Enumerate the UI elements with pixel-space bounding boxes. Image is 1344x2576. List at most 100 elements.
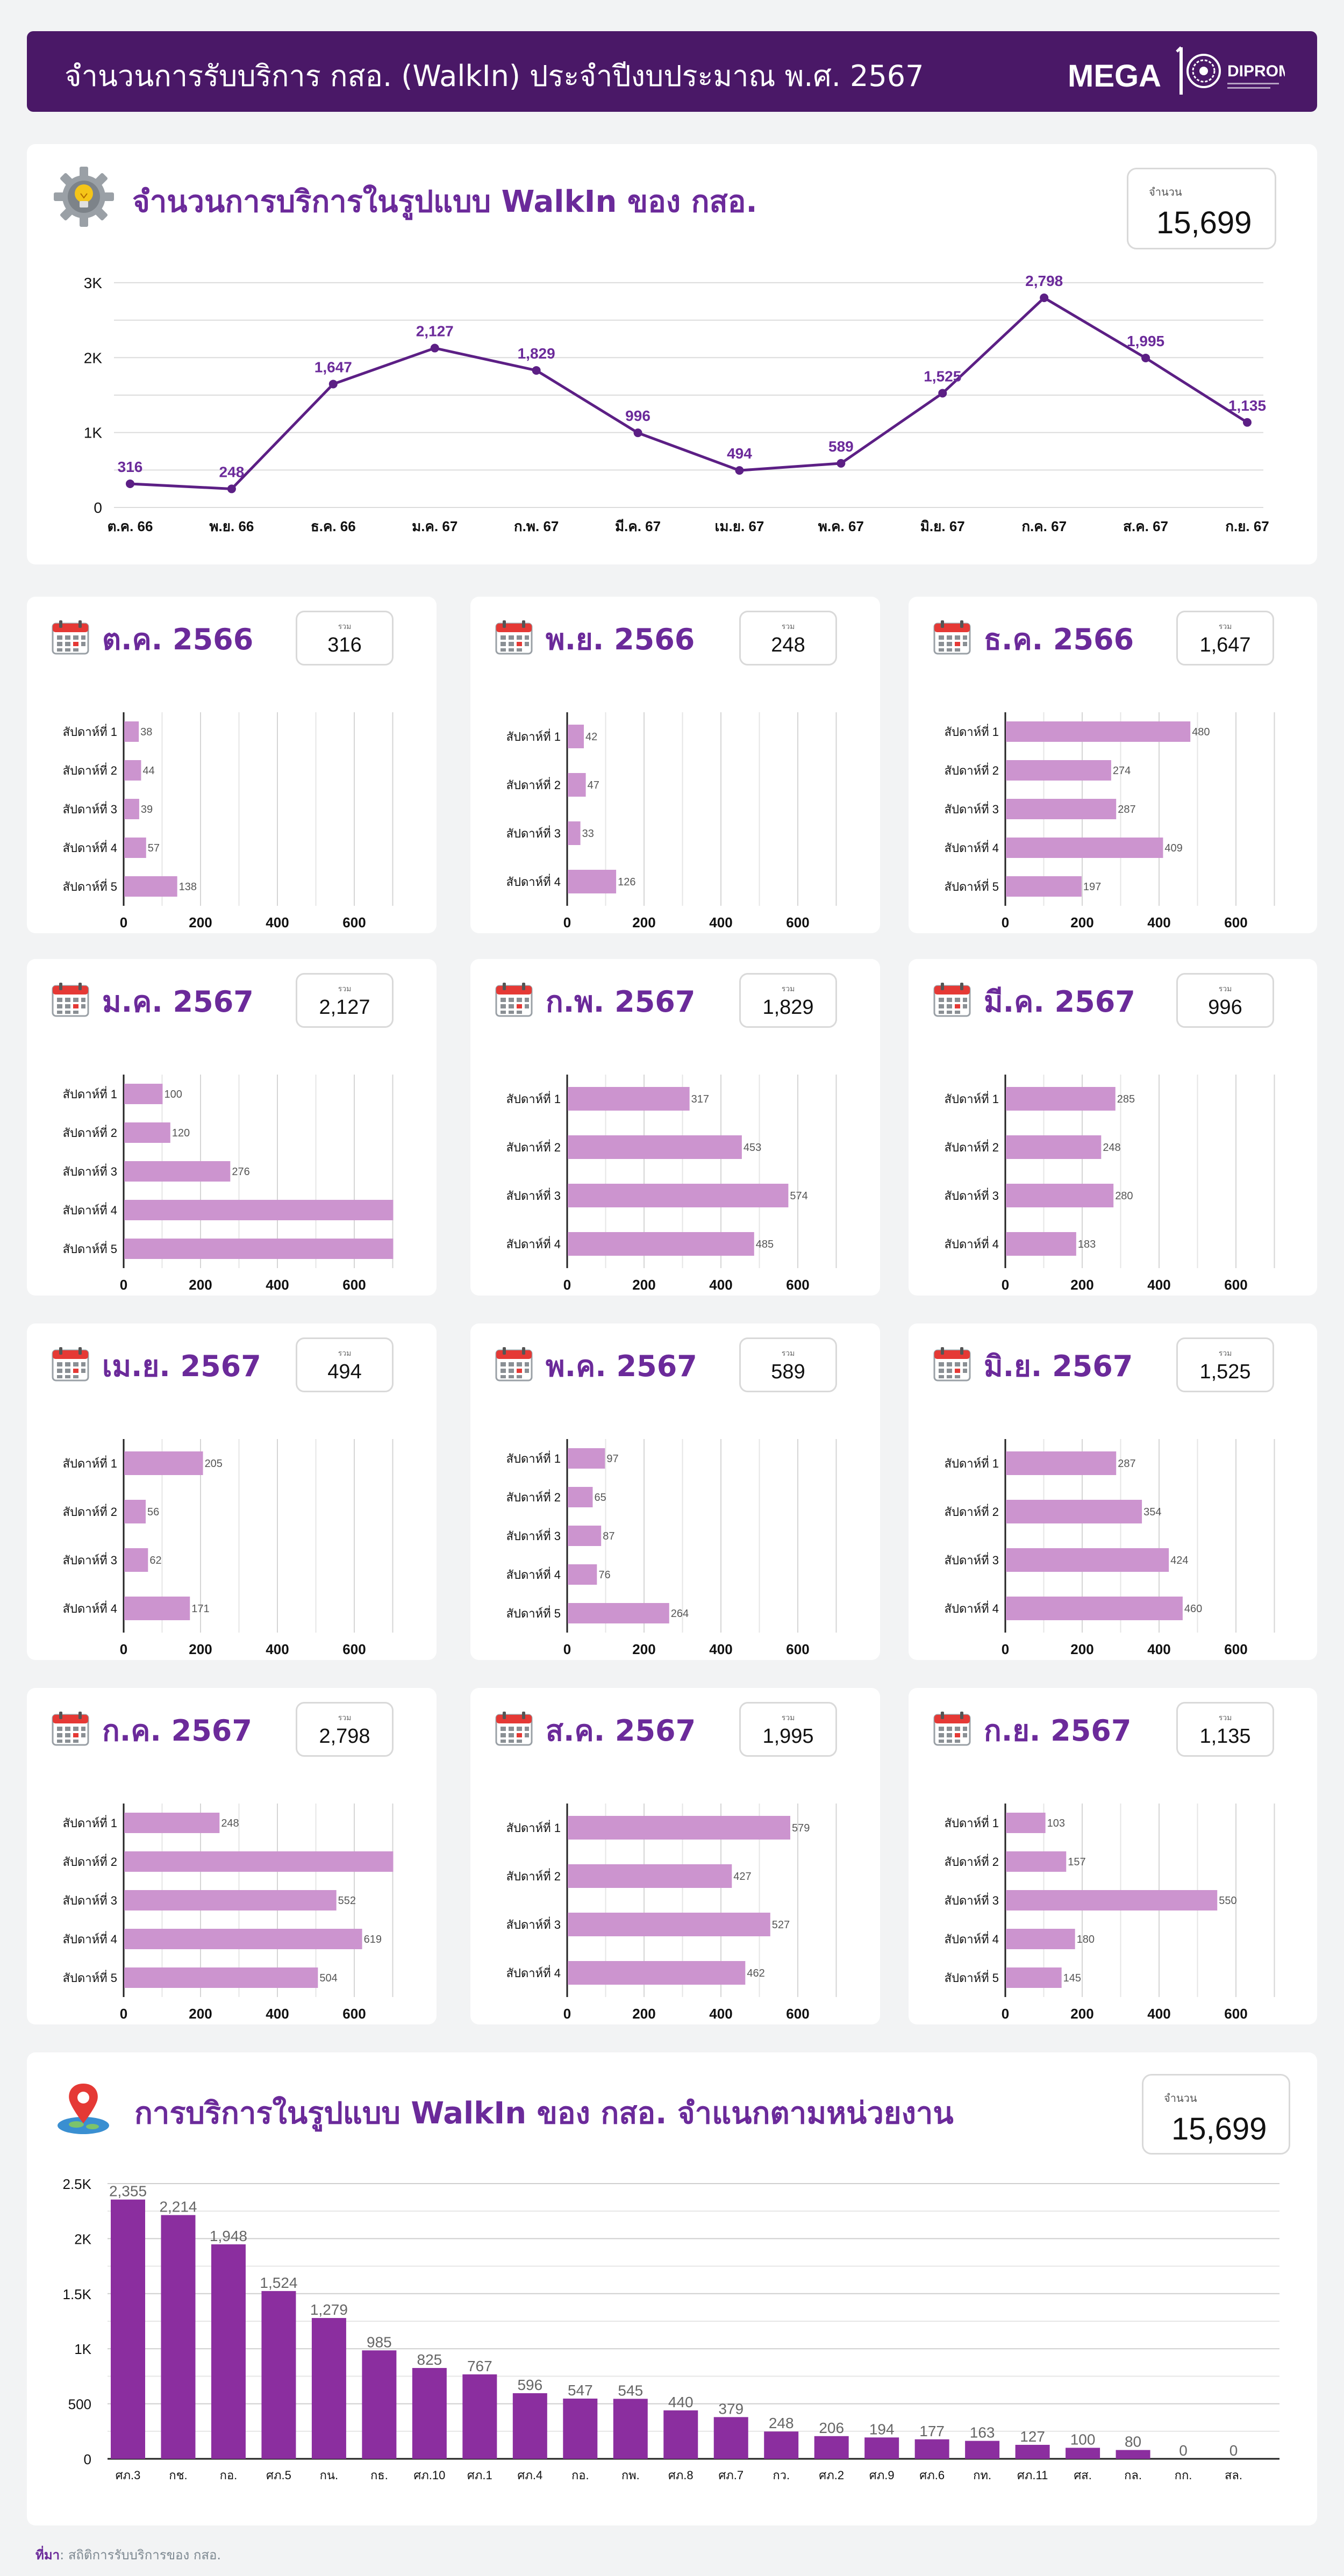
month-total-box: รวม 2,127: [296, 973, 394, 1028]
bar-value-label: 276: [232, 1166, 249, 1178]
y-tick-label: 0: [84, 2451, 91, 2467]
bar-value-label: 248: [1103, 1142, 1120, 1154]
month-total-box: รวม 248: [739, 611, 837, 666]
bar-value-label: 485: [756, 1239, 774, 1250]
month-card: พ.ย. 2566 รวม 248 0 200 400 600 สัปดาห์ที่ 1 42 ส…: [470, 597, 880, 933]
bar-value-label: 97: [606, 1453, 618, 1465]
trend-data-label: 1,647: [314, 359, 352, 375]
month-total-caption: รวม: [1218, 622, 1232, 631]
month-total-box: รวม 589: [739, 1337, 837, 1392]
trend-data-label: 2,127: [416, 323, 454, 340]
x-tick-label: ม.ค. 67: [412, 518, 457, 534]
x-tick-label: 600: [786, 914, 809, 931]
week-bar-chart: 0 200 400 600 สัปดาห์ที่ 1 248 สัปดาห์ที่ 2 สัป…: [63, 1804, 394, 2022]
month-total-caption: รวม: [338, 984, 352, 993]
week-label: สัปดาห์ที่ 3: [945, 801, 999, 816]
bar-data-label: 127: [1020, 2428, 1045, 2445]
x-tick-label: ศภ.5: [266, 2468, 291, 2482]
week-bar-chart: 0 200 400 600 สัปดาห์ที่ 1 103 สัปดาห์ที่ 2 157…: [945, 1804, 1275, 2022]
bar-value-label: 87: [603, 1530, 614, 1542]
bar-data-label: 545: [618, 2382, 643, 2399]
trend-total-caption: จำนวน: [1149, 187, 1182, 198]
x-tick-label: กอ.: [571, 2468, 589, 2482]
bar-data-label: 825: [417, 2351, 442, 2368]
week-label: สัปดาห์ที่ 3: [506, 1916, 561, 1931]
week-bar: [1006, 760, 1111, 781]
bar-data-label: 194: [869, 2421, 895, 2437]
x-tick-label: 600: [786, 2006, 809, 2022]
month-total-caption: รวม: [781, 622, 795, 631]
bar-value-label: 47: [588, 779, 599, 791]
x-tick-label: 400: [1147, 914, 1170, 931]
week-bar: [568, 1184, 789, 1207]
week-bar: [568, 1961, 746, 1985]
bar-value-label: 274: [1113, 765, 1131, 777]
bar-value-label: 42: [585, 731, 597, 743]
week-label: สัปดาห์ที่ 4: [506, 1566, 561, 1582]
month-title: มี.ค. 2567: [984, 985, 1135, 1019]
bar-value-label: 317: [691, 1093, 709, 1105]
x-tick-label: 600: [786, 1641, 809, 1657]
month-total-box: รวม 1,135: [1176, 1702, 1274, 1757]
bar-value-label: 100: [165, 1089, 182, 1100]
week-bar: [1006, 1184, 1114, 1207]
x-tick-label: กธ.: [370, 2468, 388, 2482]
x-tick-label: 200: [632, 914, 655, 931]
week-bar: [568, 870, 617, 893]
trend-data-label: 248: [219, 463, 245, 480]
x-tick-label: ศส.: [1074, 2468, 1092, 2482]
week-bar: [124, 760, 141, 781]
y-tick-label: 0: [94, 499, 102, 516]
trend-title: จำนวนการบริการในรูปแบบ WalkIn ของ กสอ.: [132, 184, 757, 219]
trend-point: [938, 389, 947, 398]
month-card: มิ.ย. 2567 รวม 1,525 0 200 400 600 สัปดาห์ที่ 1…: [909, 1323, 1317, 1660]
x-tick-label: 200: [189, 2006, 212, 2022]
calendar-icon: [495, 983, 533, 1017]
week-label: สัปดาห์ที่ 2: [63, 1504, 117, 1519]
y-tick-label: 2K: [74, 2231, 91, 2247]
week-label: สัปดาห์ที่ 2: [506, 1868, 561, 1883]
week-label: สัปดาห์ที่ 4: [945, 840, 999, 855]
week-label: สัปดาห์ที่ 3: [945, 1187, 999, 1203]
x-tick-label: ศภ.11: [1017, 2468, 1048, 2482]
calendar-icon: [933, 620, 971, 655]
week-bar-chart: 0 200 400 600 สัปดาห์ที่ 1 100 สัปดาห์ที่ 2 120…: [63, 1075, 394, 1293]
gear-bulb-icon: [54, 167, 114, 227]
month-card: ก.พ. 2567 รวม 1,829 0 200 400 600 สัปดาห์ที่ 1 3…: [470, 959, 880, 1296]
bar-data-label: 547: [568, 2382, 593, 2399]
y-tick-label: 500: [68, 2396, 91, 2413]
month-total-value: 589: [771, 1361, 805, 1383]
bar-value-label: 56: [147, 1506, 159, 1518]
week-label: สัปดาห์ที่ 4: [63, 1202, 117, 1217]
diprom-logo-icon: DIPROM: [1176, 46, 1285, 95]
bar-value-label: 248: [221, 1817, 239, 1829]
week-bar: [1006, 1851, 1067, 1872]
week-label: สัปดาห์ที่ 5: [63, 1970, 117, 1985]
brand-mega: MEGA: [1068, 59, 1161, 94]
x-tick-label: ศภ.10: [413, 2468, 445, 2482]
bar-value-label: 280: [1115, 1190, 1133, 1202]
x-tick-label: 200: [1070, 1641, 1093, 1657]
unit-bar: [211, 2244, 246, 2459]
week-label: สัปดาห์ที่ 1: [945, 724, 999, 739]
month-title: ก.พ. 2567: [546, 985, 696, 1019]
unit-bar: [914, 2439, 949, 2459]
unit-bar: [512, 2393, 547, 2459]
month-total-value: 2,127: [319, 996, 370, 1019]
bar-value-label: 62: [149, 1555, 161, 1566]
x-tick-label: 400: [709, 2006, 732, 2022]
unit-bar: [412, 2368, 447, 2459]
x-tick-label: 0: [563, 1641, 571, 1657]
month-total-box: รวม 1,995: [739, 1702, 837, 1757]
unit-bar: [311, 2318, 346, 2459]
week-bar-chart: 0 200 400 600 สัปดาห์ที่ 1 287 สัปดาห์ที่ 2 354…: [945, 1439, 1275, 1657]
week-label: สัปดาห์ที่ 2: [945, 762, 999, 777]
calendar-icon: [933, 983, 971, 1017]
month-total-value: 248: [771, 634, 805, 656]
unit-bar: [1015, 2444, 1050, 2459]
bar-value-label: 138: [179, 881, 197, 893]
bar-value-label: 44: [142, 765, 154, 777]
x-tick-label: 200: [189, 1277, 212, 1293]
week-bar: [1006, 1087, 1116, 1111]
bar-value-label: 619: [364, 1934, 382, 1945]
